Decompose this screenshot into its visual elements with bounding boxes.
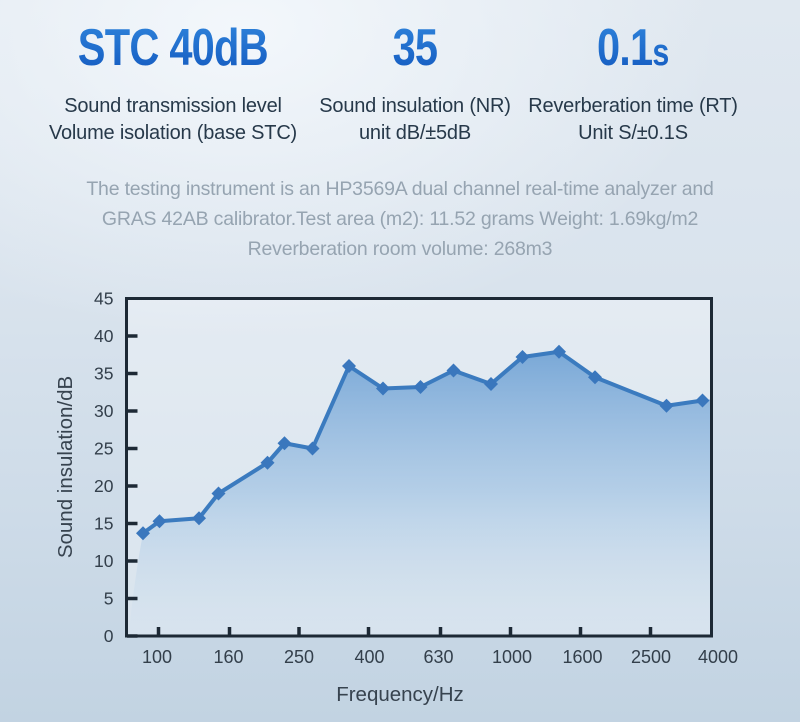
x-tick-label-100: 100	[142, 647, 172, 667]
data-point-marker-400hz	[305, 441, 320, 456]
x-tick-label-160: 160	[213, 647, 243, 667]
stat-reverberation-time: 0.1s Reverberation time (RT) Unit S/±0.1…	[523, 20, 743, 147]
test-conditions-line2: GRAS 42AB calibrator.Test area (m2): 11.…	[101, 208, 699, 230]
y-tick-label-45: 45	[94, 289, 113, 309]
x-axis-title: Frequency/Hz	[336, 683, 464, 706]
test-conditions-line1: The testing instrument is an HP3569A dua…	[86, 178, 714, 200]
data-point-marker-1000hz	[446, 363, 461, 378]
y-tick-label-20: 20	[94, 476, 114, 496]
x-tick-label-4000: 4000	[698, 647, 738, 667]
data-point-marker-630hz	[376, 381, 390, 396]
stat-stc: STC 40dB Sound transmission level Volume…	[38, 20, 308, 147]
stat-stc-line1: Sound transmission level	[64, 95, 282, 117]
y-tick-label-15: 15	[94, 514, 113, 534]
stat-stc-line2: Volume isolation (base STC)	[48, 122, 298, 144]
stat-nr-line2: unit dB/±5dB	[359, 122, 471, 144]
x-tick-label-250: 250	[284, 647, 314, 667]
x-tick-label-2500: 2500	[631, 647, 671, 667]
data-point-marker-2500hz	[588, 370, 602, 385]
y-axis-title: Sound insulation/dB	[54, 376, 77, 558]
x-tick-label-1000: 1000	[492, 647, 532, 667]
stat-rt-line2: Unit S/±0.1S	[578, 122, 688, 144]
stat-nr-description: Sound insulation (NR) unit dB/±5dB	[305, 93, 525, 147]
stat-nr-line1: Sound insulation (NR)	[319, 95, 511, 117]
y-tick-label-5: 5	[104, 589, 114, 609]
data-point-marker-125hz	[152, 514, 167, 529]
data-point-marker-3150hz	[659, 398, 674, 413]
stat-noise-reduction: 35 Sound insulation (NR) unit dB/±5dB	[305, 20, 525, 147]
test-conditions-line3: Reverberation room volume: 268m3	[247, 238, 553, 260]
data-point-marker-160hz	[192, 511, 206, 526]
x-tick-label-1600: 1600	[562, 647, 602, 667]
y-tick-label-0: 0	[104, 626, 114, 646]
x-tick-label-400: 400	[354, 647, 384, 667]
data-point-marker-100hz	[136, 526, 150, 541]
y-tick-label-35: 35	[94, 364, 113, 384]
data-point-marker-4000hz	[695, 393, 710, 408]
area-fill	[128, 351, 712, 636]
data-point-marker-500hz	[342, 359, 356, 373]
plot-border	[125, 297, 713, 638]
data-point-marker-250hz	[260, 455, 275, 470]
data-point-marker-200hz	[211, 486, 226, 501]
stat-stc-description: Sound transmission level Volume isolatio…	[38, 93, 308, 147]
y-tick-label-25: 25	[94, 439, 113, 459]
test-conditions-paragraph: The testing instrument is an HP3569A dua…	[0, 174, 800, 264]
stat-rt-line1: Reverberation time (RT)	[528, 95, 738, 117]
data-point-marker-2000hz	[552, 344, 566, 359]
x-tick-label-630: 630	[423, 647, 453, 667]
y-tick-label-40: 40	[94, 326, 114, 346]
y-tick-label-10: 10	[94, 551, 114, 571]
y-tick-label-30: 30	[94, 401, 114, 421]
data-point-marker-315hz	[277, 436, 292, 451]
data-point-marker-1250hz	[484, 377, 498, 391]
data-point-marker-1600hz	[515, 350, 530, 364]
data-point-marker-800hz	[413, 380, 428, 394]
stat-rt-description: Reverberation time (RT) Unit S/±0.1S	[523, 93, 743, 147]
